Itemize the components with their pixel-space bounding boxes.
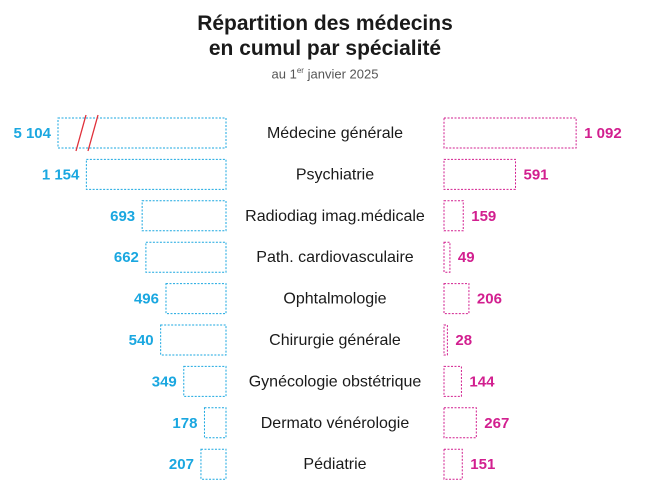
left-value-label: 349 [152, 373, 177, 390]
right-bar [443, 365, 462, 397]
subtitle-suffix: janvier 2025 [303, 66, 379, 82]
right-bar [443, 200, 464, 232]
category-label: Path. cardiovasculaire [256, 249, 414, 266]
left-value-label: 496 [134, 291, 159, 308]
left-value-label: 207 [169, 456, 194, 473]
right-bar [443, 241, 451, 273]
chart-title-line1: Répartition des médecins [197, 12, 453, 35]
left-value-label: 178 [172, 415, 197, 432]
axis-break-mark [87, 114, 99, 152]
category-label: Gynécologie obstétrique [249, 373, 422, 390]
subtitle-sup: er [296, 66, 304, 75]
right-value-label: 159 [471, 208, 496, 225]
left-value-label: 540 [129, 332, 154, 349]
right-value-label: 591 [524, 166, 549, 183]
chart-title-line2: en cumul par spécialité [208, 37, 442, 60]
right-bar [443, 407, 477, 439]
left-bar [203, 407, 227, 439]
axis-break-mark [75, 114, 87, 152]
left-bar [145, 241, 227, 273]
right-value-label: 28 [455, 332, 472, 349]
left-bar [200, 448, 227, 480]
category-label: Chirurgie générale [269, 332, 401, 349]
right-value-label: 267 [484, 415, 509, 432]
right-bar [443, 117, 577, 149]
left-value-label: 662 [114, 249, 139, 266]
category-label: Ophtalmologie [283, 291, 386, 308]
left-bar [160, 324, 227, 356]
category-label: Psychiatrie [296, 166, 374, 183]
left-value-label: 5 104 [13, 125, 51, 142]
category-label: Radiodiag imag.médicale [245, 208, 425, 225]
chart-subtitle: au 1er janvier 2025 [0, 66, 650, 81]
left-value-label: 1 154 [42, 166, 80, 183]
left-bar [85, 158, 227, 190]
right-bar [443, 158, 517, 190]
right-value-label: 1 092 [584, 125, 622, 142]
right-bar [443, 448, 463, 480]
right-bar [443, 283, 470, 315]
category-label: Médecine générale [267, 125, 403, 142]
left-bar [57, 117, 227, 149]
left-bar [141, 200, 227, 232]
left-bar [183, 365, 227, 397]
category-label: Pédiatrie [303, 456, 366, 473]
category-label: Dermato vénérologie [261, 415, 410, 432]
right-value-label: 144 [469, 373, 495, 390]
left-value-label: 693 [110, 208, 135, 225]
right-value-label: 49 [458, 249, 475, 266]
right-value-label: 206 [477, 291, 502, 308]
left-bar [165, 283, 227, 315]
subtitle-prefix: au 1 [271, 66, 297, 82]
right-bar [443, 324, 448, 356]
right-value-label: 151 [470, 456, 495, 473]
